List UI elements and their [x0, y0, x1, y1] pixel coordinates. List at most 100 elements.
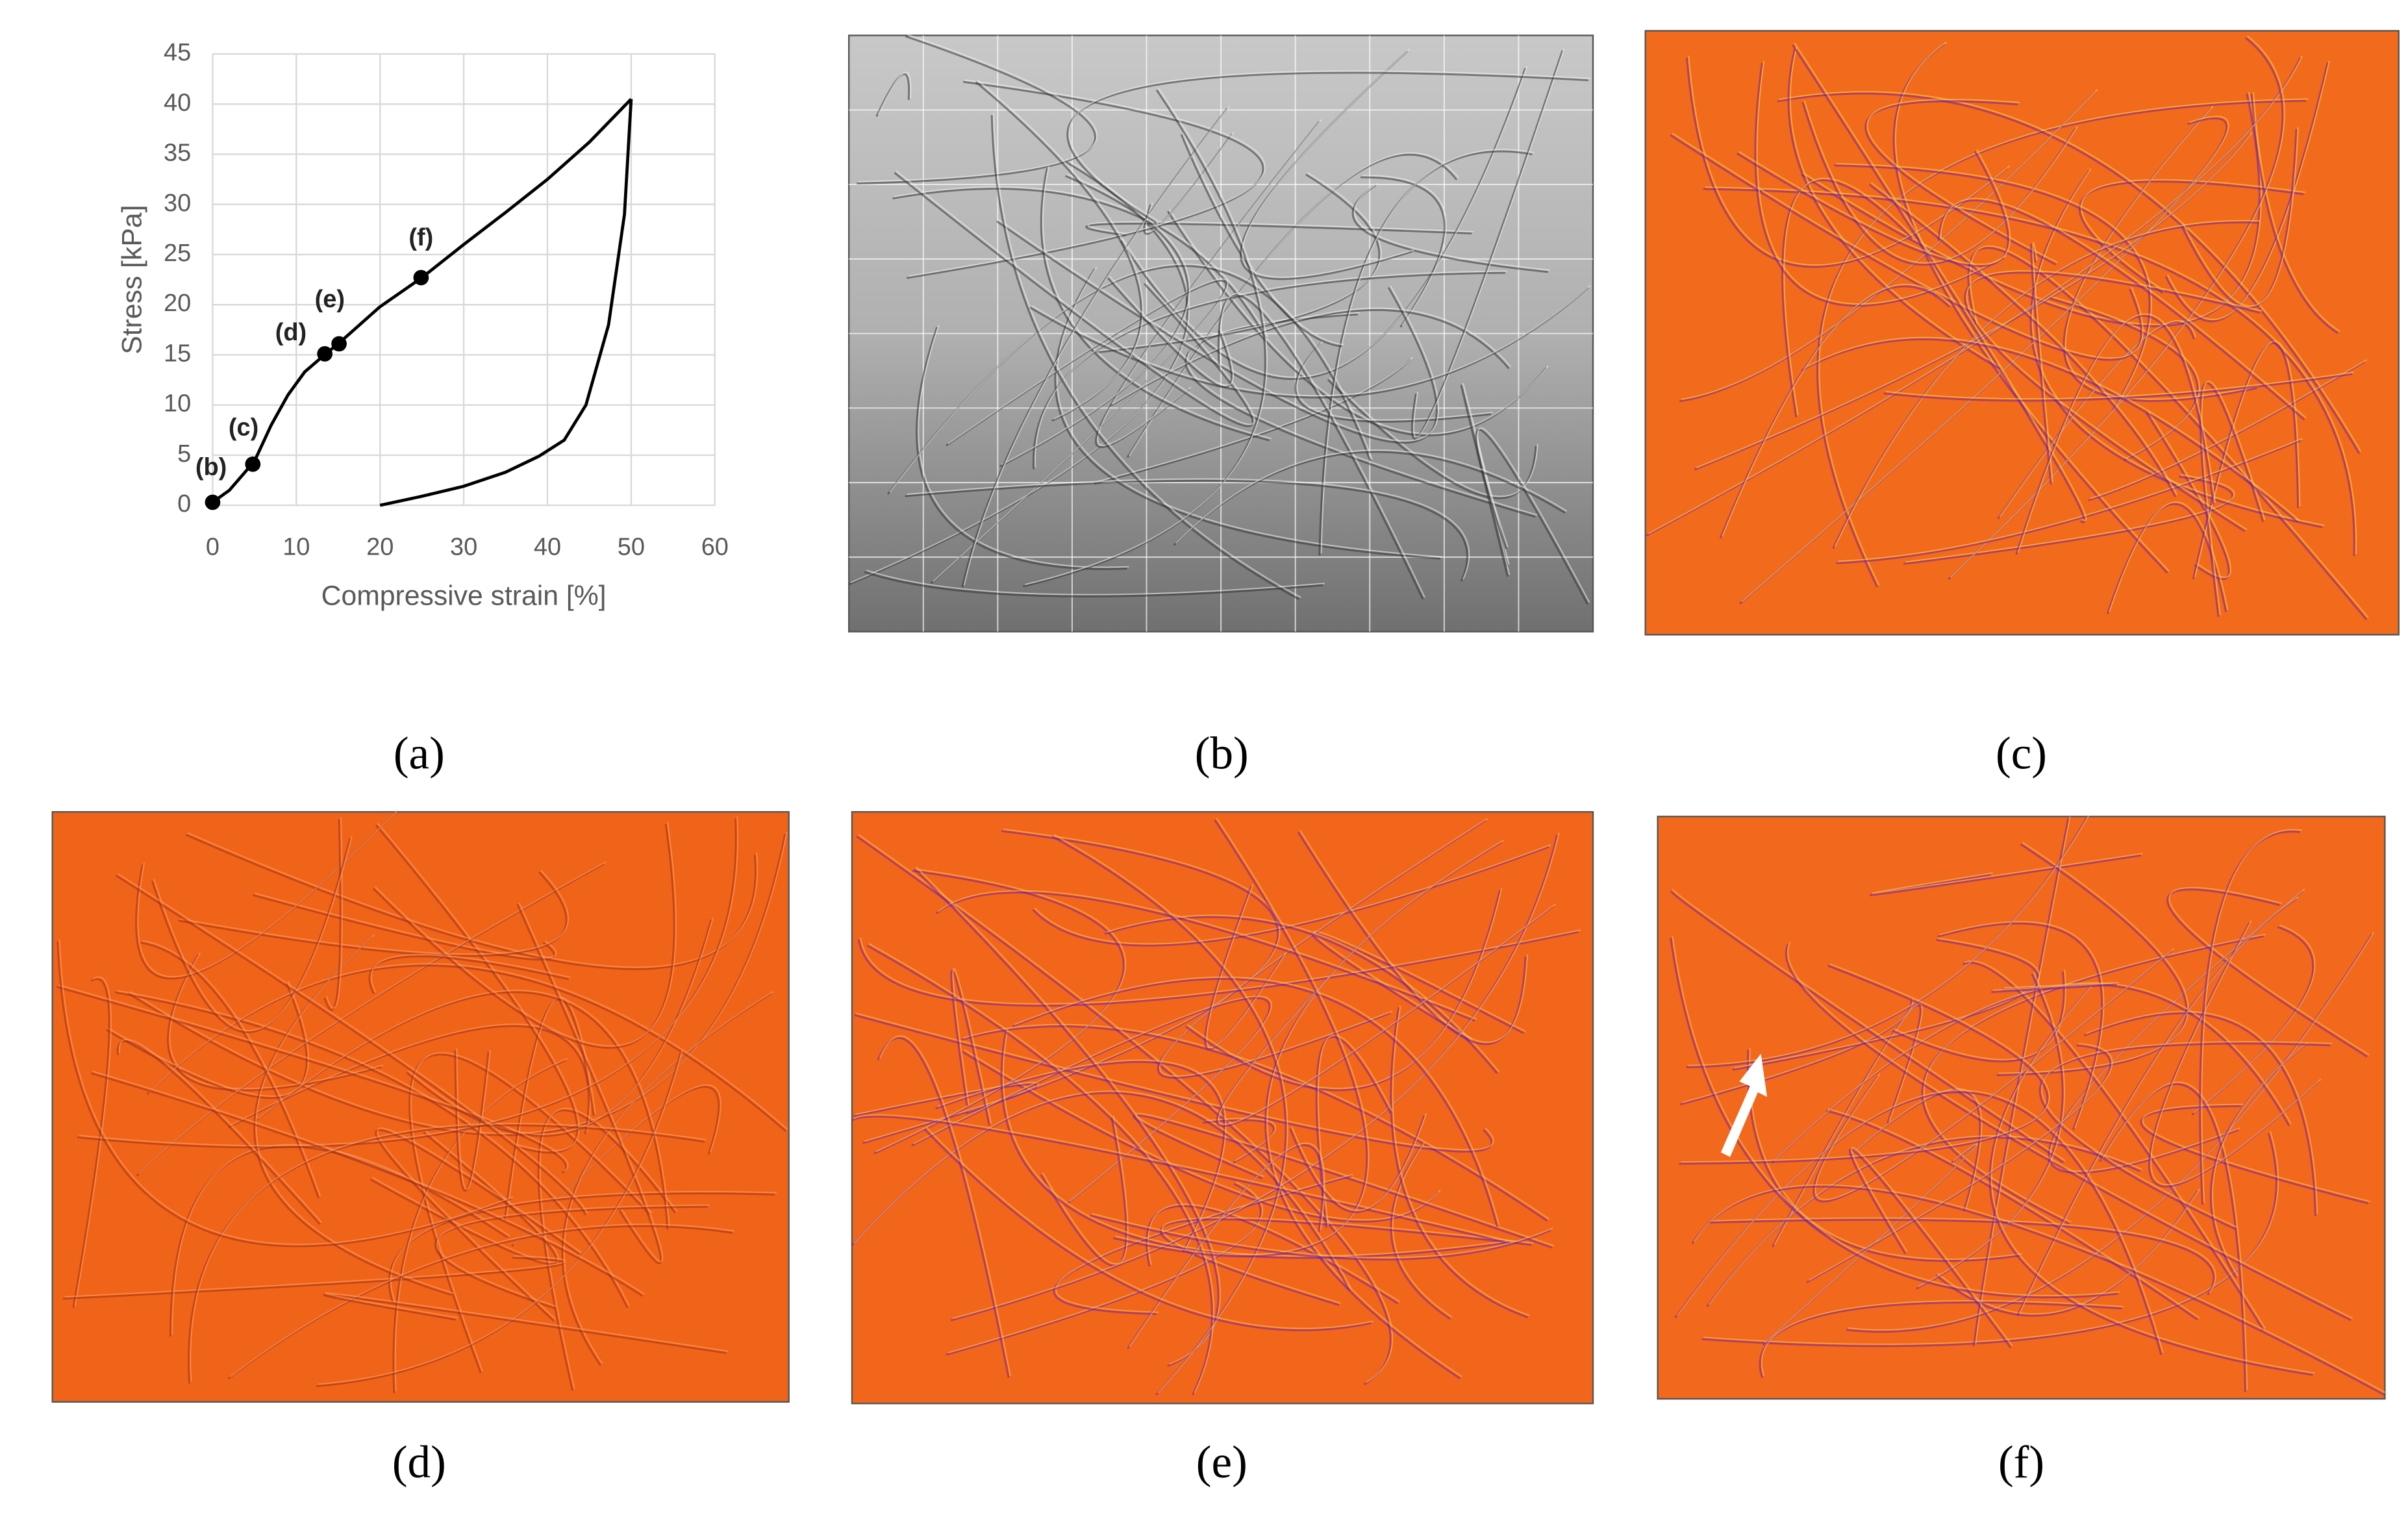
arrow: [1720, 1053, 1768, 1157]
fiber: [1761, 1299, 2124, 1377]
fiber: [2142, 1103, 2370, 1203]
y-tick-label: 0: [177, 490, 191, 518]
fiber: [1670, 134, 2142, 361]
fiber: [860, 929, 1581, 1005]
fiber: [1783, 177, 1915, 416]
fiber: [938, 890, 1477, 1020]
fiber: [108, 981, 309, 1097]
fiber: [1220, 293, 1425, 598]
fiber: [1159, 1218, 1532, 1306]
fiber: [1055, 1173, 1353, 1313]
fiber: [1218, 903, 1556, 1125]
fiber: [907, 81, 1264, 279]
fiber: [374, 821, 677, 1047]
fiber: [990, 115, 1300, 601]
fiber: [394, 1058, 568, 1392]
panel-label: (a): [394, 728, 445, 779]
fiber: [1710, 1217, 2216, 1294]
fiber: [1054, 268, 1440, 560]
fiber: [879, 1035, 1011, 1376]
fiber: [1838, 438, 2303, 562]
y-tick-label: 5: [177, 440, 191, 468]
fiber: [905, 479, 1468, 582]
fiber: [1774, 1003, 1923, 1246]
fiber: [1175, 449, 1568, 544]
fiber: [377, 1127, 583, 1320]
fiber: [998, 219, 1440, 442]
fiber: [1999, 320, 2197, 518]
fiber: [1023, 89, 1266, 588]
fiber: [936, 892, 1475, 1022]
y-tick-label: 10: [164, 390, 191, 418]
fiber: [180, 870, 569, 955]
fiber: [1362, 175, 1448, 326]
fiber: [894, 171, 1254, 427]
fiber: [866, 570, 1325, 596]
fiber: [1905, 474, 2235, 563]
fiber: [1864, 100, 2057, 266]
panel-label: (e): [1196, 1437, 1248, 1488]
fiber: [918, 325, 1129, 568]
fiber: [932, 278, 1229, 583]
fiber: [866, 944, 1213, 1396]
x-tick-label: 50: [618, 534, 645, 561]
fiber: [952, 968, 992, 1124]
fiber: [1883, 373, 2353, 402]
fiber: [436, 1204, 710, 1307]
fiber: [960, 1025, 1548, 1222]
fiber: [1803, 100, 2078, 264]
fiber: [1107, 277, 1233, 388]
fiber: [1676, 1090, 2164, 1353]
y-tick-label: 20: [164, 290, 191, 317]
fiber: [2166, 888, 2368, 1058]
fiber: [178, 871, 568, 957]
fiber: [916, 327, 1127, 570]
fiber: [1096, 357, 1413, 483]
fiber: [962, 1051, 1440, 1223]
fiber: [1129, 1142, 1325, 1348]
fiber: [1787, 942, 2353, 1319]
fiber: [1848, 932, 2375, 1331]
fiber: [92, 1070, 645, 1295]
fiber: [1115, 818, 1370, 1255]
fiber: [1703, 1131, 2279, 1345]
chart: 0 5 10 15 20 25 30 35 40 45 0 10 20 30 40 50 60 Compressi…: [117, 39, 729, 612]
fiber: [1801, 338, 2298, 523]
fiber: [58, 984, 569, 1172]
fiber: [137, 810, 398, 978]
y-tick-label: 40: [164, 89, 191, 116]
fiber: [1162, 1217, 1534, 1304]
marker: [317, 346, 333, 362]
fiber: [1834, 219, 2261, 547]
fiber: [1903, 475, 2233, 565]
fiber: [257, 990, 670, 1228]
fiber: [1950, 35, 2285, 578]
image-texture: [56, 34, 2387, 1396]
fiber: [1764, 1143, 1978, 1344]
fiber: [1411, 50, 1564, 440]
fiber: [56, 941, 512, 1247]
marker-label: (d): [275, 319, 307, 346]
fiber: [325, 817, 343, 1009]
fiber: [1360, 176, 1446, 328]
fiber: [325, 1292, 729, 1352]
fiber: [1923, 933, 2266, 1223]
fiber: [1014, 976, 1500, 1225]
fiber: [2083, 1012, 2316, 1216]
fiber: [1068, 70, 1590, 222]
fiber: [2109, 501, 2229, 612]
fiber: [2250, 94, 2339, 334]
fiber: [1894, 970, 2066, 1060]
fiber: [1872, 853, 2143, 894]
fiber: [1785, 943, 2352, 1322]
fiber: [856, 835, 1392, 1386]
fiber: [851, 1116, 1512, 1245]
fiber: [858, 834, 1394, 1383]
fiber: [2212, 1042, 2309, 1277]
fiber: [1106, 914, 1500, 1072]
fiber: [190, 1123, 707, 1382]
fiber: [1056, 266, 1442, 558]
fiber: [142, 940, 321, 1197]
fiber: [1090, 1214, 1551, 1260]
fiber: [1973, 818, 2070, 1346]
